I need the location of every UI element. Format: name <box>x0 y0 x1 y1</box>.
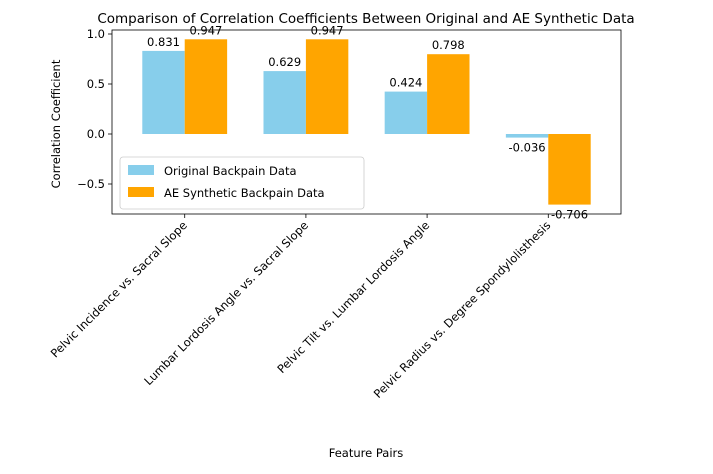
y-tick-label-1: −0.5 <box>77 177 105 191</box>
data-label-series1-2: 0.629 <box>268 55 301 69</box>
data-label-series2-3: 0.798 <box>432 38 465 52</box>
bar-series1-4 <box>505 134 549 138</box>
axes-frame <box>111 29 622 215</box>
y-tick-label-4: 1.0 <box>87 27 105 41</box>
legend: Original Backpain Data AE Synthetic Backp… <box>119 156 365 210</box>
bar-series1-3 <box>384 91 428 134</box>
data-label-series2-4: -0.706 <box>551 208 588 222</box>
y-axis-label: Correlation Coefficient <box>49 59 63 188</box>
x-axis-label: Feature Pairs <box>329 446 404 460</box>
bar-series1-1 <box>142 50 185 134</box>
legend-box <box>119 156 365 210</box>
legend-swatch-2 <box>128 187 154 197</box>
y-tick-label-3: 0.5 <box>87 77 105 91</box>
bar-series1-2 <box>263 71 306 134</box>
data-label-series1-1: 0.831 <box>147 35 180 49</box>
bar-series2-4 <box>548 134 591 205</box>
x-tick-label-1: Pelvic Incidence vs. Sacral Slope <box>48 218 190 360</box>
y-tick-label-2: 0.0 <box>87 127 105 141</box>
bar-series2-2 <box>305 39 349 134</box>
legend-label-1: Original Backpain Data <box>164 164 297 178</box>
bar-series2-1 <box>184 39 228 134</box>
legend-swatch-1 <box>128 165 154 175</box>
legend-label-2: AE Synthetic Backpain Data <box>164 186 325 200</box>
bar-series2-3 <box>427 54 470 135</box>
chart-title: Comparison of Correlation Coefficients B… <box>97 11 634 27</box>
data-label-series1-4: -0.036 <box>509 141 546 155</box>
data-label-series1-3: 0.424 <box>389 76 422 90</box>
